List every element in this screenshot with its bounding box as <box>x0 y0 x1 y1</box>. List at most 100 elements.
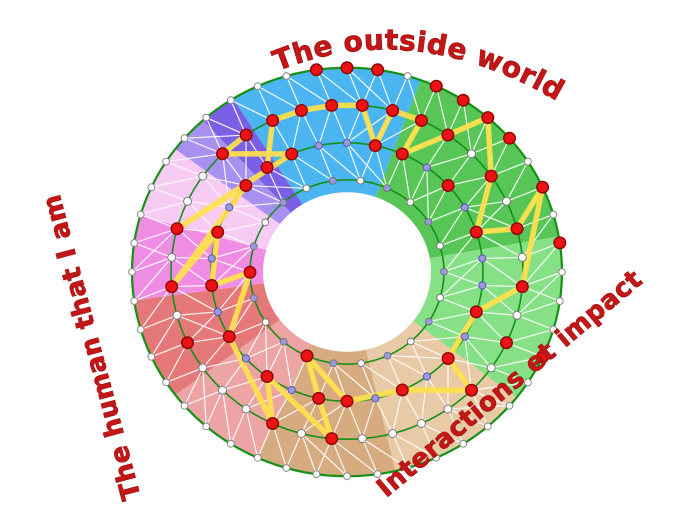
node[interactable] <box>162 157 171 166</box>
node[interactable] <box>147 183 156 192</box>
red-node[interactable] <box>340 394 354 408</box>
node[interactable] <box>253 453 262 462</box>
red-node[interactable] <box>469 305 483 319</box>
node[interactable] <box>128 268 136 276</box>
node[interactable] <box>130 239 139 247</box>
node[interactable] <box>136 210 145 219</box>
red-node[interactable] <box>481 111 495 125</box>
red-node[interactable] <box>285 147 299 161</box>
node[interactable] <box>282 72 291 80</box>
node[interactable] <box>213 307 222 316</box>
node[interactable] <box>422 372 431 381</box>
node[interactable] <box>226 96 235 105</box>
node[interactable] <box>202 113 211 122</box>
node[interactable] <box>373 470 382 479</box>
red-node[interactable] <box>243 265 257 279</box>
node[interactable] <box>180 134 189 143</box>
red-node[interactable] <box>429 79 443 93</box>
node[interactable] <box>329 359 338 368</box>
node[interactable] <box>478 281 487 290</box>
node[interactable] <box>207 254 216 263</box>
red-node[interactable] <box>456 93 470 107</box>
node[interactable] <box>436 293 445 302</box>
node[interactable] <box>460 203 469 212</box>
node[interactable] <box>483 422 492 431</box>
red-node[interactable] <box>368 139 382 153</box>
node[interactable] <box>406 337 415 346</box>
node[interactable] <box>287 385 296 395</box>
node[interactable] <box>549 325 558 334</box>
node[interactable] <box>202 422 211 431</box>
node[interactable] <box>279 337 288 346</box>
node[interactable] <box>549 210 558 219</box>
node[interactable] <box>432 453 441 462</box>
node[interactable] <box>279 198 288 207</box>
node[interactable] <box>130 297 139 306</box>
node[interactable] <box>406 198 415 207</box>
red-node[interactable] <box>536 180 550 194</box>
node[interactable] <box>261 218 270 227</box>
node[interactable] <box>249 242 258 251</box>
node[interactable] <box>172 310 182 320</box>
red-node[interactable] <box>340 61 354 75</box>
red-node[interactable] <box>355 98 369 112</box>
node[interactable] <box>198 171 208 181</box>
red-node[interactable] <box>441 128 455 142</box>
node[interactable] <box>403 72 412 80</box>
node[interactable] <box>261 318 270 327</box>
node[interactable] <box>167 252 177 262</box>
node[interactable] <box>296 429 306 438</box>
node[interactable] <box>329 176 337 185</box>
node[interactable] <box>218 385 227 395</box>
node[interactable] <box>440 267 448 276</box>
node[interactable] <box>312 470 321 479</box>
red-node[interactable] <box>211 225 225 239</box>
node[interactable] <box>183 196 192 206</box>
node[interactable] <box>388 429 398 438</box>
node[interactable] <box>371 394 380 403</box>
red-node[interactable] <box>503 131 517 145</box>
red-node[interactable] <box>266 113 280 127</box>
node[interactable] <box>147 352 156 361</box>
red-node[interactable] <box>260 160 274 174</box>
node[interactable] <box>416 419 426 428</box>
red-node[interactable] <box>180 336 194 350</box>
node[interactable] <box>162 378 171 387</box>
node[interactable] <box>241 354 250 363</box>
node[interactable] <box>383 351 392 360</box>
red-node[interactable] <box>170 222 184 236</box>
node[interactable] <box>198 363 208 373</box>
node[interactable] <box>424 317 433 326</box>
red-node[interactable] <box>325 432 339 446</box>
red-node[interactable] <box>414 113 428 127</box>
red-node[interactable] <box>395 147 409 161</box>
red-node[interactable] <box>441 352 455 366</box>
red-node[interactable] <box>500 336 514 350</box>
node[interactable] <box>422 163 431 172</box>
node[interactable] <box>459 439 468 448</box>
red-node[interactable] <box>553 236 567 250</box>
node[interactable] <box>512 310 522 320</box>
node[interactable] <box>555 297 564 306</box>
node[interactable] <box>282 464 291 472</box>
node[interactable] <box>424 218 433 226</box>
red-node[interactable] <box>325 98 339 112</box>
red-node[interactable] <box>536 350 550 364</box>
node[interactable] <box>250 294 258 303</box>
red-node[interactable] <box>294 103 308 117</box>
node[interactable] <box>505 401 514 410</box>
red-node[interactable] <box>239 178 253 192</box>
red-node[interactable] <box>309 63 323 77</box>
red-node[interactable] <box>465 383 479 397</box>
node[interactable] <box>558 268 566 276</box>
node[interactable] <box>253 82 262 91</box>
node[interactable] <box>524 157 532 166</box>
node[interactable] <box>136 325 145 334</box>
red-node[interactable] <box>239 128 253 142</box>
red-node[interactable] <box>205 279 219 293</box>
red-node[interactable] <box>441 178 455 192</box>
node[interactable] <box>467 149 476 159</box>
node[interactable] <box>302 184 311 193</box>
node[interactable] <box>460 332 469 341</box>
red-node[interactable] <box>266 417 280 431</box>
